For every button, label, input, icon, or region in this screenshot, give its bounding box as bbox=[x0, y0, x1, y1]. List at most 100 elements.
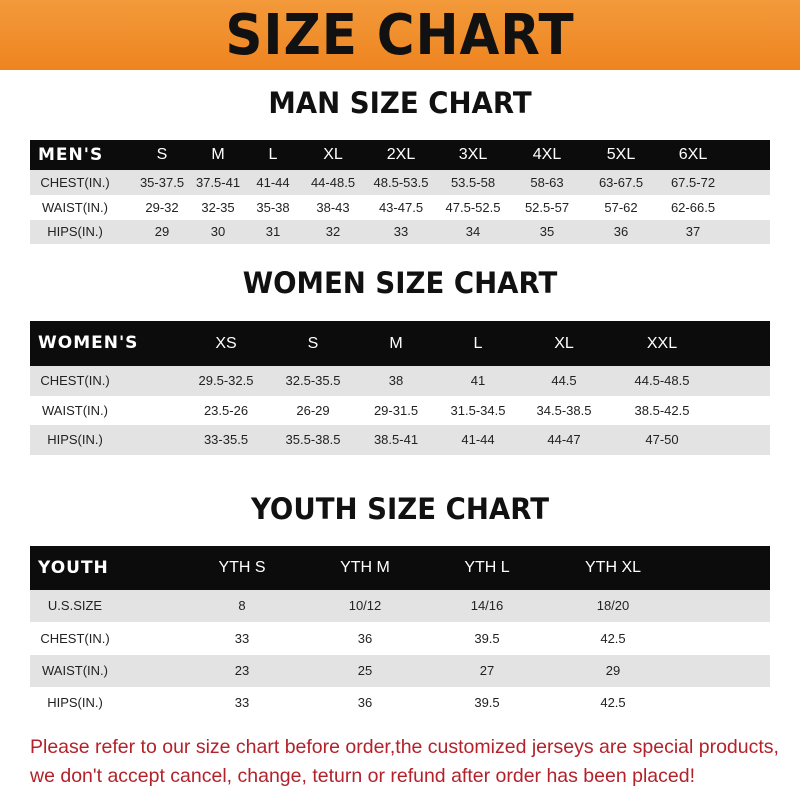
table-cell: 36 bbox=[613, 224, 629, 239]
table-cell: 27 bbox=[479, 663, 495, 678]
size-header: YTH L bbox=[464, 559, 510, 576]
table-cell: 48.5-53.5 bbox=[373, 175, 429, 190]
table-cell: 58-63 bbox=[530, 175, 564, 190]
notice-line-1: Please refer to our size chart before or… bbox=[30, 736, 779, 758]
table-cell: 29-31.5 bbox=[373, 403, 419, 418]
table-row: U.S.SIZE 8 10/12 14/16 18/20 bbox=[30, 590, 770, 622]
table-cell: 36 bbox=[357, 631, 373, 646]
row-label: CHEST(IN.) bbox=[40, 175, 110, 190]
table-cell: 25 bbox=[357, 663, 373, 678]
table-cell: 34.5-38.5 bbox=[536, 403, 592, 418]
table-cell: 39.5 bbox=[474, 631, 500, 646]
table-cell: 32-35 bbox=[201, 200, 235, 215]
header-row: WOMEN'S XS S M L XL XXL bbox=[30, 321, 770, 366]
size-header: XL bbox=[554, 335, 574, 352]
table-cell: 38 bbox=[388, 373, 404, 388]
table-cell: 26-29 bbox=[296, 403, 330, 418]
table-cell: 41-44 bbox=[461, 432, 495, 447]
table-cell: 36 bbox=[357, 695, 373, 710]
row-label: WAIST(IN.) bbox=[42, 200, 108, 215]
table-row: WAIST(IN.) 29-32 32-35 35-38 38-43 43-47.5 47.… bbox=[30, 195, 770, 220]
table-cell: 43-47.5 bbox=[378, 200, 424, 215]
table-cell: 47-50 bbox=[645, 432, 679, 447]
notice-line-2: we don't accept cancel, change, teturn o… bbox=[30, 765, 695, 787]
row-label: HIPS(IN.) bbox=[47, 224, 103, 239]
table-cell: 53.5-58 bbox=[450, 175, 496, 190]
men-size-table: MEN'S S M L XL 2XL 3XL 4XL 5XL 6XL CHEST(IN.) 35-37… bbox=[30, 140, 770, 244]
header-label: WOMEN'S bbox=[38, 333, 139, 353]
table-cell: 44.5 bbox=[551, 373, 577, 388]
row-label: WAIST(IN.) bbox=[42, 403, 108, 418]
table-cell: 33-35.5 bbox=[203, 432, 249, 447]
table-row: WAIST(IN.) 23.5-26 26-29 29-31.5 31.5-34.5 34… bbox=[30, 396, 770, 425]
table-cell: 29 bbox=[154, 224, 170, 239]
table-cell: 57-62 bbox=[604, 200, 638, 215]
table-cell: 39.5 bbox=[474, 695, 500, 710]
table-cell: 42.5 bbox=[600, 695, 626, 710]
size-header: M bbox=[389, 335, 403, 352]
table-cell: 35.5-38.5 bbox=[285, 432, 341, 447]
table-cell: 29-32 bbox=[145, 200, 179, 215]
table-cell: 41 bbox=[470, 373, 486, 388]
table-cell: 37 bbox=[685, 224, 701, 239]
table-cell: 34 bbox=[465, 224, 481, 239]
table-row: HIPS(IN.) 33-35.5 35.5-38.5 38.5-41 41-44 44-… bbox=[30, 425, 770, 455]
table-cell: 47.5-52.5 bbox=[445, 200, 501, 215]
title-banner: SIZE CHART bbox=[0, 0, 800, 70]
table-cell: 41-44 bbox=[256, 175, 290, 190]
table-cell: 67.5-72 bbox=[670, 175, 716, 190]
youth-section-title: YOUTH SIZE CHART bbox=[250, 492, 550, 526]
size-header: 2XL bbox=[386, 146, 416, 163]
size-header: M bbox=[211, 146, 225, 163]
size-header: XXL bbox=[646, 335, 678, 352]
size-header: YTH M bbox=[340, 559, 390, 576]
table-row: CHEST(IN.) 29.5-32.5 32.5-35.5 38 41 44.5 44.5… bbox=[30, 366, 770, 396]
header-row: MEN'S S M L XL 2XL 3XL 4XL 5XL 6XL bbox=[30, 140, 770, 170]
table-cell: 23 bbox=[234, 663, 250, 678]
table-row: HIPS(IN.) 33 36 39.5 42.5 bbox=[30, 687, 770, 718]
table-cell: 35-37.5 bbox=[139, 175, 185, 190]
table-cell: 33 bbox=[234, 631, 250, 646]
page-title: SIZE CHART bbox=[225, 3, 575, 68]
table-cell: 44-47 bbox=[547, 432, 581, 447]
table-cell: 63-67.5 bbox=[598, 175, 644, 190]
youth-size-table: YOUTH YTH S YTH M YTH L YTH XL U.S.SIZE 8 10/12… bbox=[30, 546, 770, 718]
size-header: XS bbox=[215, 335, 237, 352]
size-header: 4XL bbox=[532, 146, 562, 163]
table-cell: 31 bbox=[265, 224, 281, 239]
table-cell: 8 bbox=[238, 598, 246, 613]
table-cell: 31.5-34.5 bbox=[450, 403, 506, 418]
table-cell: 29.5-32.5 bbox=[198, 373, 254, 388]
table-cell: 10/12 bbox=[348, 598, 382, 613]
size-header: 6XL bbox=[678, 146, 708, 163]
table-cell: 14/16 bbox=[470, 598, 504, 613]
size-header: YTH S bbox=[218, 559, 266, 576]
table-cell: 35 bbox=[539, 224, 555, 239]
table-cell: 35-38 bbox=[256, 200, 290, 215]
size-header: YTH XL bbox=[584, 559, 642, 576]
table-cell: 33 bbox=[234, 695, 250, 710]
women-section-title: WOMEN SIZE CHART bbox=[242, 266, 558, 300]
row-label: CHEST(IN.) bbox=[40, 373, 110, 388]
size-header: L bbox=[473, 335, 483, 352]
table-cell: 30 bbox=[210, 224, 226, 239]
table-cell: 33 bbox=[393, 224, 409, 239]
men-section-title: MAN SIZE CHART bbox=[268, 86, 532, 120]
size-header: 3XL bbox=[458, 146, 488, 163]
size-header: S bbox=[156, 146, 168, 163]
table-row: HIPS(IN.) 29 30 31 32 33 34 35 36 37 bbox=[30, 220, 770, 244]
header-label: MEN'S bbox=[38, 145, 104, 165]
table-cell: 32 bbox=[325, 224, 341, 239]
women-size-table: WOMEN'S XS S M L XL XXL CHEST(IN.) 29.5-32.5 32.5… bbox=[30, 321, 770, 455]
row-label: CHEST(IN.) bbox=[40, 631, 110, 646]
header-row: YOUTH YTH S YTH M YTH L YTH XL bbox=[30, 546, 770, 590]
row-label: HIPS(IN.) bbox=[47, 695, 103, 710]
table-cell: 29 bbox=[605, 663, 621, 678]
table-cell: 44.5-48.5 bbox=[634, 373, 690, 388]
size-header: XL bbox=[323, 146, 343, 163]
size-header: 5XL bbox=[606, 146, 636, 163]
table-row: CHEST(IN.) 35-37.5 37.5-41 41-44 44-48.5 48.5… bbox=[30, 170, 770, 195]
table-row: WAIST(IN.) 23 25 27 29 bbox=[30, 655, 770, 687]
table-cell: 23.5-26 bbox=[203, 403, 249, 418]
size-header: S bbox=[307, 335, 319, 352]
